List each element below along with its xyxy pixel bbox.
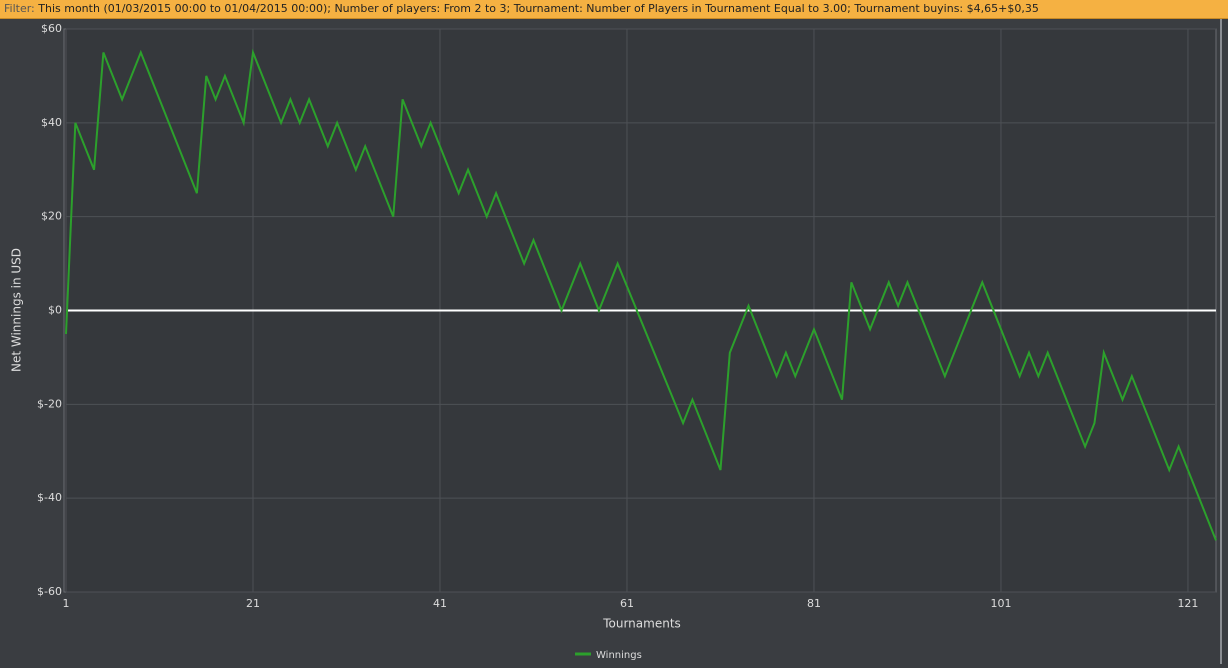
x-tick-label: 1 <box>63 597 70 610</box>
chart: Tournaments Net Winnings in USD $-60 $-40… <box>10 19 1222 664</box>
y-tick-label: $40 <box>41 116 62 129</box>
x-axis-title: Tournaments <box>602 617 681 631</box>
line <box>65 48 1217 541</box>
y-tick-label: $20 <box>41 210 62 223</box>
x-tick-label: 121 <box>1177 597 1198 610</box>
filter-bar: Filter: This month (01/03/2015 00:00 to … <box>0 0 1228 19</box>
y-tick-label: $60 <box>41 22 62 35</box>
legend-label: Winnings <box>596 650 642 661</box>
filter-label: Filter: <box>4 2 35 15</box>
y-tick-label: $-40 <box>37 491 62 504</box>
y-tick-label: $0 <box>48 304 62 317</box>
y-tick-label: $-60 <box>37 585 62 598</box>
x-tick-label: 61 <box>620 597 634 610</box>
x-tick-label: 81 <box>807 597 821 610</box>
y-axis-title: Net Winnings in USD <box>10 248 24 372</box>
x-tick-label: 41 <box>433 597 447 610</box>
x-tick-label: 21 <box>246 597 260 610</box>
y-tick-label: $-20 <box>37 397 62 410</box>
x-tick-label: 101 <box>990 597 1011 610</box>
filter-text: This month (01/03/2015 00:00 to 01/04/20… <box>38 2 1039 15</box>
